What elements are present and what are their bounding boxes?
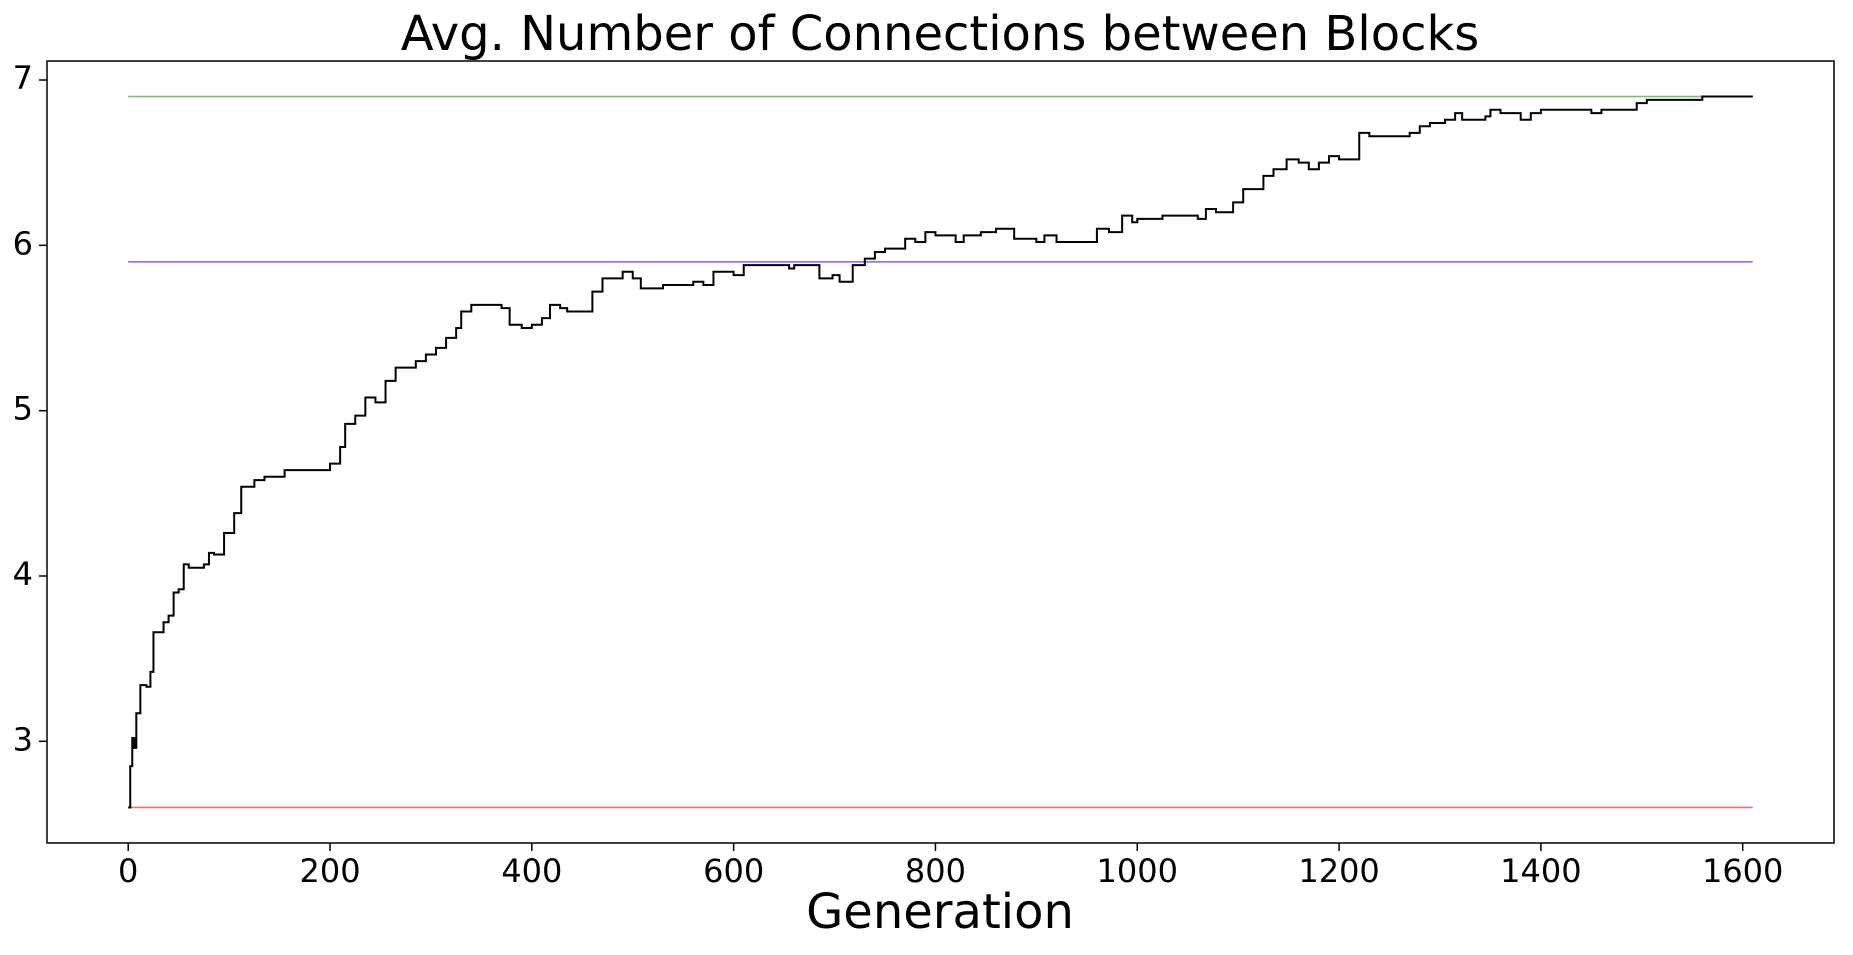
x-tick-label: 1000 (1097, 852, 1178, 890)
x-tick-label: 1400 (1500, 852, 1581, 890)
x-tick-label: 200 (299, 852, 360, 890)
x-tick-label: 0 (118, 852, 138, 890)
y-tick-label: 3 (13, 720, 33, 758)
x-tick-label: 400 (501, 852, 562, 890)
plot-frame (46, 60, 1835, 844)
x-tick-label: 1200 (1298, 852, 1379, 890)
data-line (128, 95, 1753, 809)
y-tick-label: 5 (13, 390, 33, 428)
x-tick-label: 1600 (1702, 852, 1783, 890)
y-tick-label: 6 (13, 224, 33, 262)
y-tick-label: 4 (13, 555, 33, 593)
chart-title: Avg. Number of Connections between Block… (401, 6, 1480, 62)
x-tick-label: 600 (703, 852, 764, 890)
y-tick-label: 7 (13, 59, 33, 97)
x-tick-label: 800 (905, 852, 966, 890)
x-axis-label: Generation (806, 884, 1074, 940)
